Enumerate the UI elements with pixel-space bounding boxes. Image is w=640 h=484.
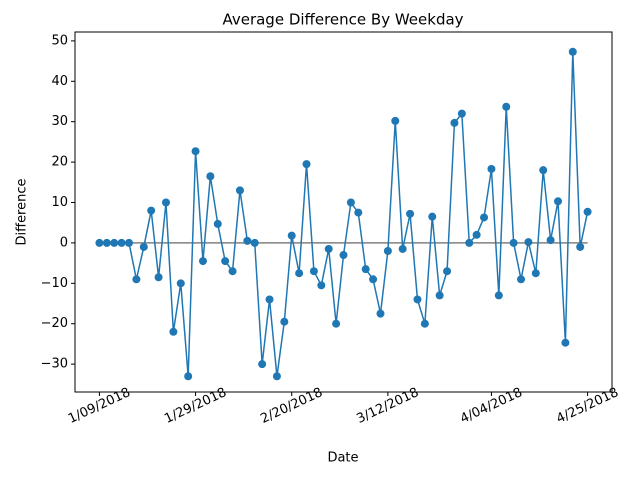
point <box>450 118 459 127</box>
point <box>139 242 148 251</box>
x-tick-label: 4/25/2018 <box>554 385 621 427</box>
point <box>524 238 533 247</box>
y-tick-label: 40 <box>51 74 68 89</box>
point <box>376 309 385 318</box>
point <box>176 279 185 288</box>
point <box>561 338 570 347</box>
x-axis-label: Date <box>327 451 358 466</box>
point <box>191 147 200 156</box>
x-tick-label: 3/12/2018 <box>354 385 421 427</box>
point <box>317 281 326 290</box>
point <box>568 47 577 56</box>
point <box>287 231 296 240</box>
point <box>132 275 141 284</box>
x-tick-label: 1/29/2018 <box>162 385 229 427</box>
point <box>428 212 437 221</box>
point <box>324 244 333 253</box>
point <box>161 198 170 207</box>
point <box>280 317 289 326</box>
point <box>413 295 422 304</box>
point <box>509 238 518 247</box>
point <box>169 327 178 336</box>
point <box>443 267 452 276</box>
point <box>272 372 281 381</box>
point <box>554 197 563 206</box>
x-tick-label: 1/09/2018 <box>66 385 133 427</box>
point <box>502 102 511 111</box>
point <box>420 319 429 328</box>
plot-frame <box>74 31 613 393</box>
y-tick-label: 50 <box>51 33 68 48</box>
point <box>383 246 392 255</box>
point <box>487 164 496 173</box>
point <box>110 238 119 247</box>
point <box>346 198 355 207</box>
point <box>206 172 215 181</box>
point <box>354 208 363 217</box>
point <box>154 273 163 282</box>
x-tick-label: 4/04/2018 <box>458 385 525 427</box>
y-tick-label: −20 <box>41 316 68 331</box>
point <box>546 236 555 245</box>
point <box>406 209 415 218</box>
point <box>213 219 222 228</box>
point <box>243 236 252 245</box>
point <box>235 186 244 195</box>
y-tick-label: 10 <box>51 195 68 210</box>
point <box>250 238 259 247</box>
point <box>339 251 348 260</box>
y-tick-label: 20 <box>51 155 68 170</box>
point <box>361 265 370 274</box>
point <box>95 238 104 247</box>
point <box>147 206 156 215</box>
point <box>265 295 274 304</box>
y-tick-label: −30 <box>41 357 68 372</box>
y-tick-label: −10 <box>41 276 68 291</box>
point <box>583 207 592 216</box>
y-tick-label: 0 <box>60 235 68 250</box>
point <box>472 230 481 239</box>
point <box>494 291 503 300</box>
chart-title: Average Difference By Weekday <box>222 11 463 29</box>
point <box>198 257 207 266</box>
point <box>228 267 237 276</box>
point <box>457 109 466 118</box>
point <box>435 291 444 300</box>
point <box>102 238 111 247</box>
y-axis-label: Difference <box>15 178 30 245</box>
point <box>369 275 378 284</box>
point <box>576 242 585 251</box>
point <box>309 267 318 276</box>
point <box>221 257 230 266</box>
point <box>465 238 474 247</box>
point <box>531 269 540 278</box>
point <box>258 360 267 369</box>
line <box>99 51 589 377</box>
point <box>391 116 400 125</box>
point <box>184 372 193 381</box>
x-tick-label: 2/20/2018 <box>258 385 325 427</box>
point <box>517 275 526 284</box>
point <box>539 166 548 175</box>
point <box>124 238 133 247</box>
point <box>302 160 311 169</box>
y-tick-label: 30 <box>51 114 68 129</box>
point <box>398 244 407 253</box>
point <box>117 238 126 247</box>
point <box>480 213 489 222</box>
point <box>295 269 304 278</box>
point <box>332 319 341 328</box>
